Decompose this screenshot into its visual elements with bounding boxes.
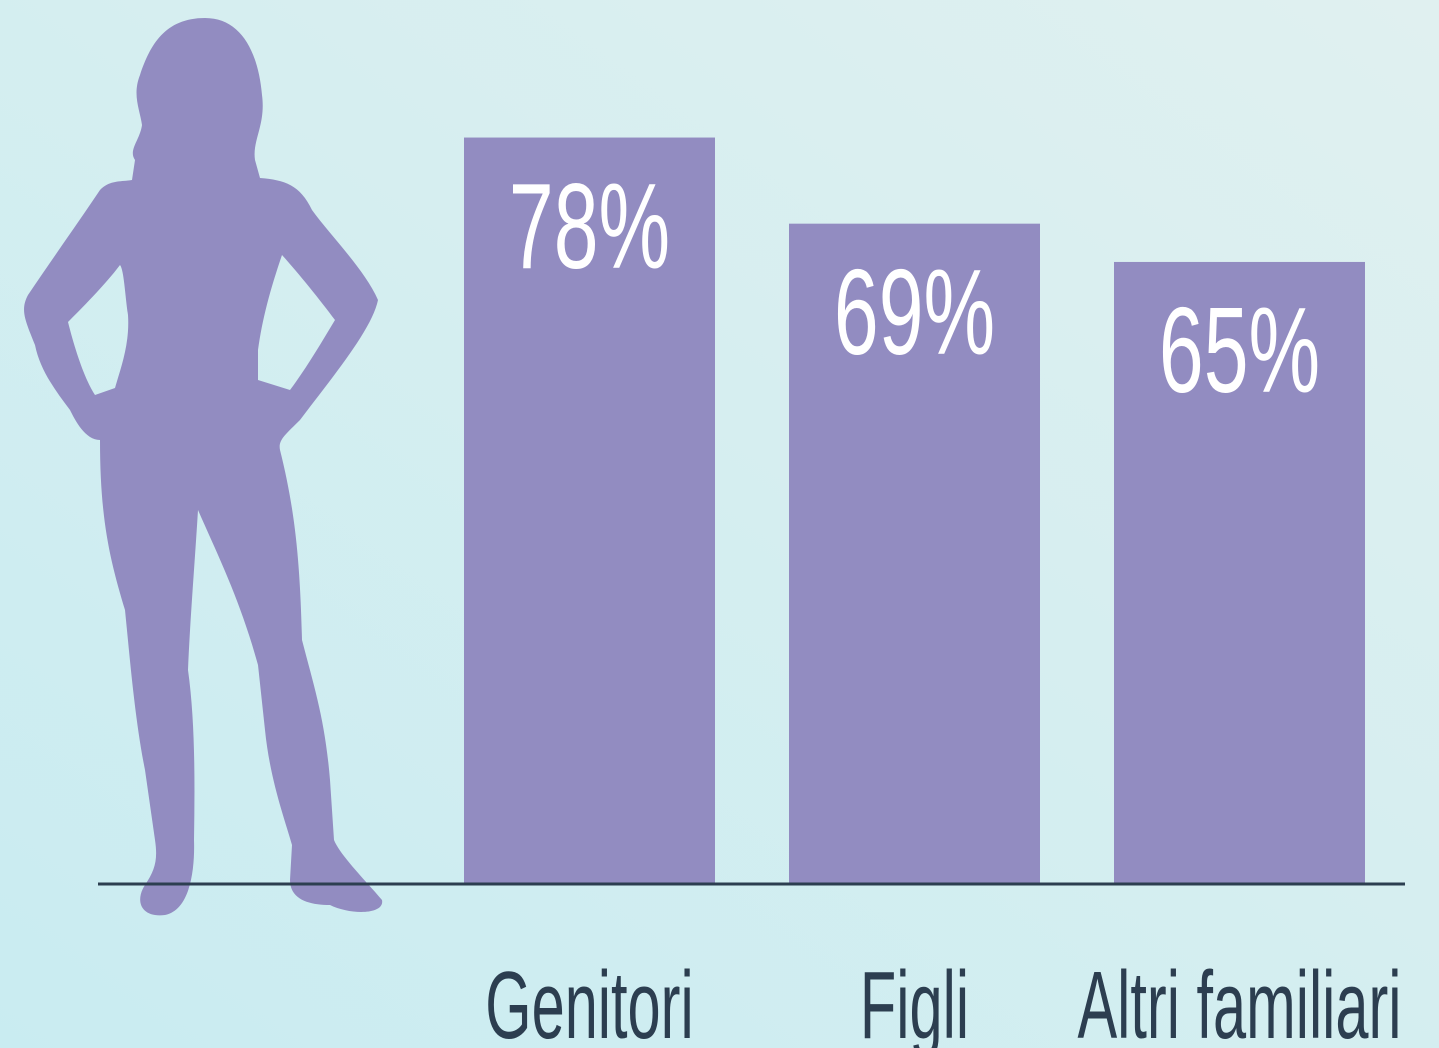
x-tick-label: Genitori xyxy=(485,951,693,1048)
value-label: 65% xyxy=(1159,281,1320,418)
x-tick-label: Altri familiari xyxy=(1077,951,1401,1048)
value-label: 78% xyxy=(509,157,670,294)
x-tick-label: Figli xyxy=(860,951,969,1048)
chart: 78% Genitori 69% Figli 65% Altri familiari xyxy=(0,0,1439,1048)
value-label: 69% xyxy=(834,243,995,380)
page: 78%Genitori69%Figli65%Altri familiari ((… xyxy=(0,0,1439,1048)
